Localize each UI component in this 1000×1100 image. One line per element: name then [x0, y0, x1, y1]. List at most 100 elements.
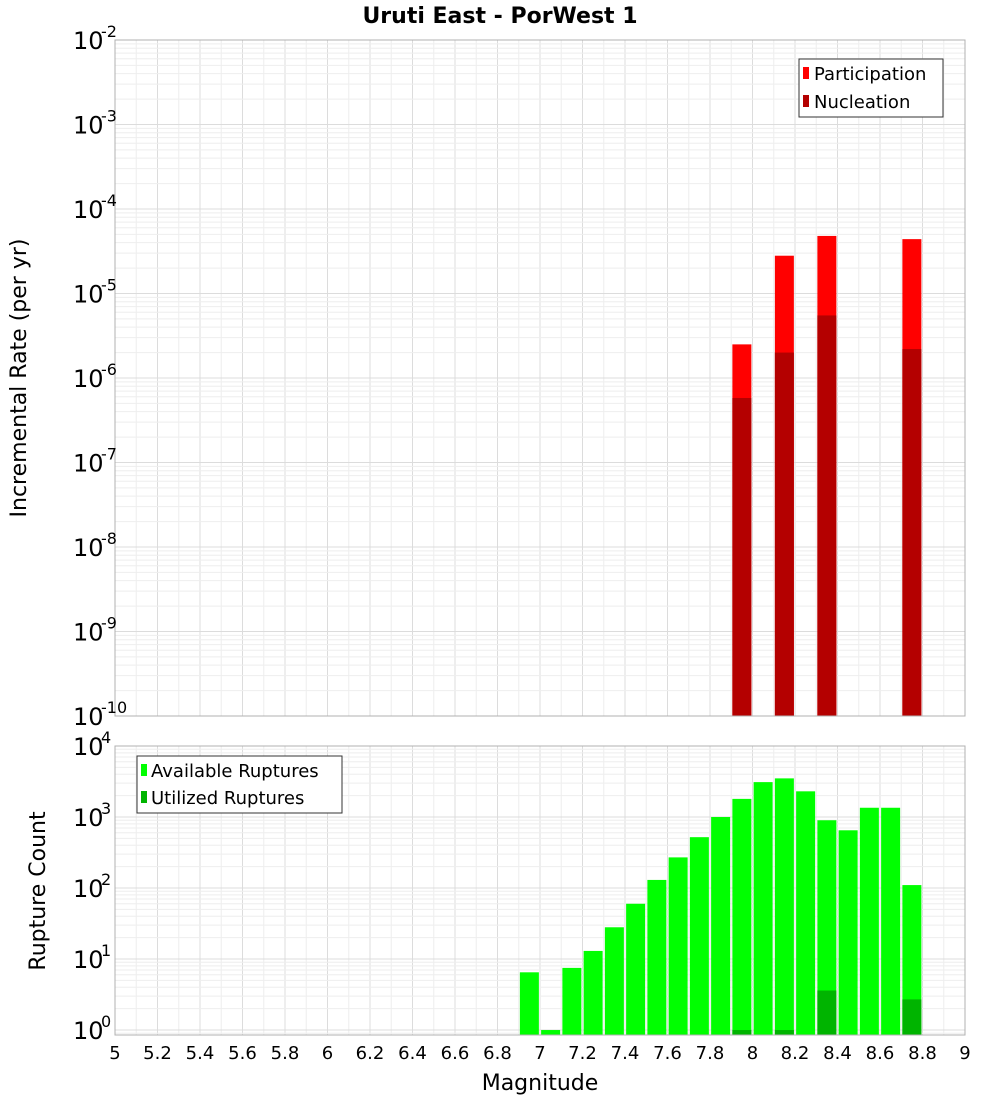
bar-available-ruptures	[711, 817, 731, 1035]
legend-label-nucleation: Nucleation	[814, 92, 910, 113]
top-y-tick-exp: -4	[101, 191, 117, 210]
bar-available-ruptures	[689, 837, 709, 1035]
top-y-tick-base: 10	[73, 281, 104, 309]
top-y-tick-base: 10	[73, 196, 104, 224]
bar-available-ruptures	[838, 830, 858, 1035]
top-grid	[114, 39, 966, 717]
bottom-y-tick-exp: 2	[101, 870, 111, 889]
x-tick-label: 8	[747, 1043, 758, 1064]
x-tick-label: 6.8	[483, 1043, 512, 1064]
bottom-legend-box	[136, 755, 343, 814]
top-y-tick-exp: -10	[101, 698, 127, 717]
bottom-y-tick-exp: 3	[101, 799, 111, 818]
bar-available-ruptures	[541, 1030, 561, 1035]
bar-available-ruptures	[881, 807, 901, 1035]
bottom-y-tick-base: 10	[73, 804, 104, 832]
x-tick-label: 5.2	[143, 1043, 172, 1064]
x-tick-label: 8.4	[823, 1043, 852, 1064]
bar-available-ruptures	[774, 778, 794, 1035]
top-y-tick-label: 10-5	[73, 276, 117, 309]
x-tick-label: 8.6	[866, 1043, 895, 1064]
bottom-y-tick-label: 100	[73, 1012, 111, 1045]
bar-available-ruptures	[562, 967, 582, 1035]
bar-available-ruptures	[604, 927, 624, 1035]
top-legend-box	[798, 58, 944, 118]
chart-title: Uruti East - PorWest 1	[362, 4, 637, 29]
bar-nucleation	[732, 397, 752, 716]
legend-label-available: Available Ruptures	[151, 761, 319, 782]
x-tick-label: 6.2	[356, 1043, 385, 1064]
x-tick-label: 7.2	[568, 1043, 597, 1064]
bar-nucleation	[774, 352, 794, 716]
top-y-tick-exp: -9	[101, 614, 117, 633]
top-y-tick-label: 10-4	[73, 191, 117, 224]
x-tick-label: 7.4	[611, 1043, 640, 1064]
legend-swatch-participation	[803, 67, 809, 79]
bar-nucleation	[902, 349, 922, 716]
top-y-tick-base: 10	[73, 112, 104, 140]
x-tick-label: 8.8	[908, 1043, 937, 1064]
top-y-tick-exp: -3	[101, 107, 117, 126]
bottom-y-tick-label: 103	[73, 799, 111, 832]
x-tick-label: 5.6	[228, 1043, 257, 1064]
top-y-tick-exp: -6	[101, 360, 117, 379]
top-bars	[732, 235, 922, 717]
bottom-y-tick-exp: 4	[101, 728, 111, 747]
bar-available-ruptures	[626, 903, 646, 1035]
x-tick-label: 6.4	[398, 1043, 427, 1064]
bar-utilized-ruptures	[732, 1030, 752, 1035]
top-y-tick-label: 10-6	[73, 360, 117, 393]
top-legend: Participation Nucleation	[798, 58, 944, 118]
top-y-tick-base: 10	[73, 534, 104, 562]
bottom-y-tick-exp: 0	[101, 1012, 111, 1031]
bar-available-ruptures	[519, 972, 539, 1035]
x-tick-label: 7.6	[653, 1043, 682, 1064]
bar-nucleation	[817, 315, 837, 716]
bar-utilized-ruptures	[902, 999, 922, 1035]
x-tick-label: 7.8	[696, 1043, 725, 1064]
bottom-y-tick-label: 101	[73, 941, 111, 974]
top-y-tick-exp: -5	[101, 276, 117, 295]
bar-utilized-ruptures	[774, 1030, 794, 1035]
bar-available-ruptures	[583, 950, 603, 1035]
top-y-tick-exp: -7	[101, 445, 117, 464]
bar-available-ruptures	[732, 798, 752, 1035]
bottom-y-tick-base: 10	[73, 733, 104, 761]
top-y-tick-label: 10-10	[73, 698, 127, 731]
bar-available-ruptures	[796, 791, 816, 1035]
top-y-tick-base: 10	[73, 450, 104, 478]
bottom-legend: Available Ruptures Utilized Ruptures	[136, 755, 343, 814]
x-axis-label: Magnitude	[482, 1071, 599, 1096]
bottom-y-tick-exp: 1	[101, 941, 111, 960]
bar-available-ruptures	[753, 782, 773, 1035]
x-tick-label: 5	[109, 1043, 120, 1064]
top-y-axis-label: Incremental Rate (per yr)	[7, 239, 32, 518]
bar-available-ruptures	[859, 807, 879, 1035]
top-y-tick-base: 10	[73, 703, 104, 731]
x-tick-label: 8.2	[781, 1043, 810, 1064]
top-y-tick-base: 10	[73, 27, 104, 55]
legend-swatch-nucleation	[803, 95, 809, 107]
top-y-tick-base: 10	[73, 619, 104, 647]
bottom-y-tick-base: 10	[73, 1017, 104, 1045]
top-y-tick-label: 10-9	[73, 614, 117, 647]
top-plot-frame	[114, 39, 966, 717]
bar-available-ruptures	[668, 857, 688, 1035]
bottom-y-axis-label: Rupture Count	[26, 811, 51, 971]
x-tick-label: 7	[534, 1043, 545, 1064]
bar-available-ruptures	[647, 879, 667, 1035]
x-tick-label: 6.6	[441, 1043, 470, 1064]
x-tick-label: 5.8	[271, 1043, 300, 1064]
legend-swatch-utilized	[141, 791, 147, 803]
top-y-tick-exp: -2	[101, 22, 117, 41]
top-y-tick-label: 10-7	[73, 445, 117, 478]
bar-utilized-ruptures	[817, 990, 837, 1035]
top-y-tick-base: 10	[73, 365, 104, 393]
top-y-tick-label: 10-2	[73, 22, 117, 55]
top-y-tick-exp: -8	[101, 529, 117, 548]
x-tick-label: 5.4	[186, 1043, 215, 1064]
bar-available-ruptures	[902, 885, 922, 1035]
